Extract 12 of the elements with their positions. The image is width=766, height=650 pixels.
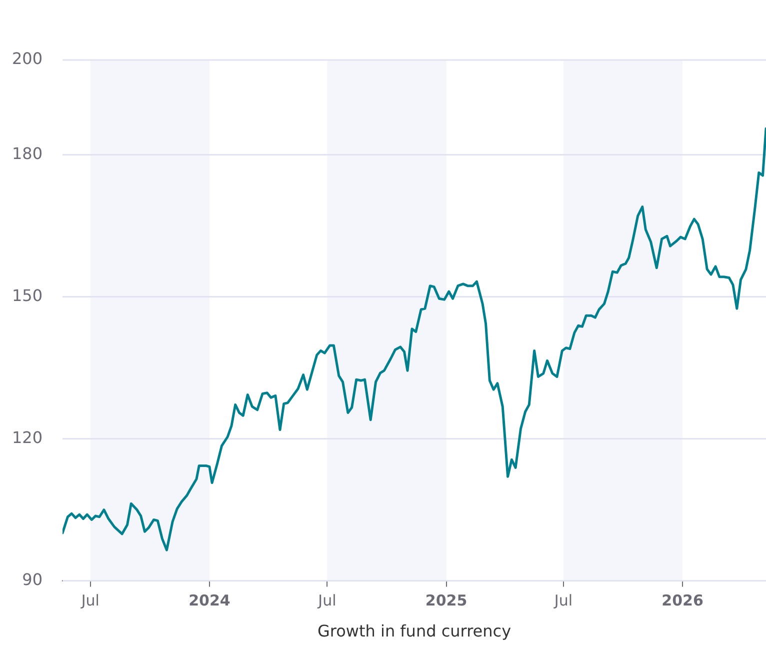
y-tick-label: 150 (12, 286, 43, 305)
x-tick-label: Jul (317, 592, 336, 610)
y-tick-label: 120 (12, 428, 43, 447)
x-tick-label: Jul (553, 592, 572, 610)
x-tick-label: 2024 (188, 592, 230, 610)
x-tick-label: 2025 (425, 592, 468, 610)
y-tick-label: 200 (12, 49, 43, 68)
y-tick-label: 180 (12, 144, 43, 163)
x-axis-title: Growth in fund currency (317, 622, 512, 641)
y-tick-label: 90 (22, 570, 43, 589)
x-tick-label: Jul (80, 592, 100, 610)
x-tick-label: 2026 (662, 592, 704, 610)
